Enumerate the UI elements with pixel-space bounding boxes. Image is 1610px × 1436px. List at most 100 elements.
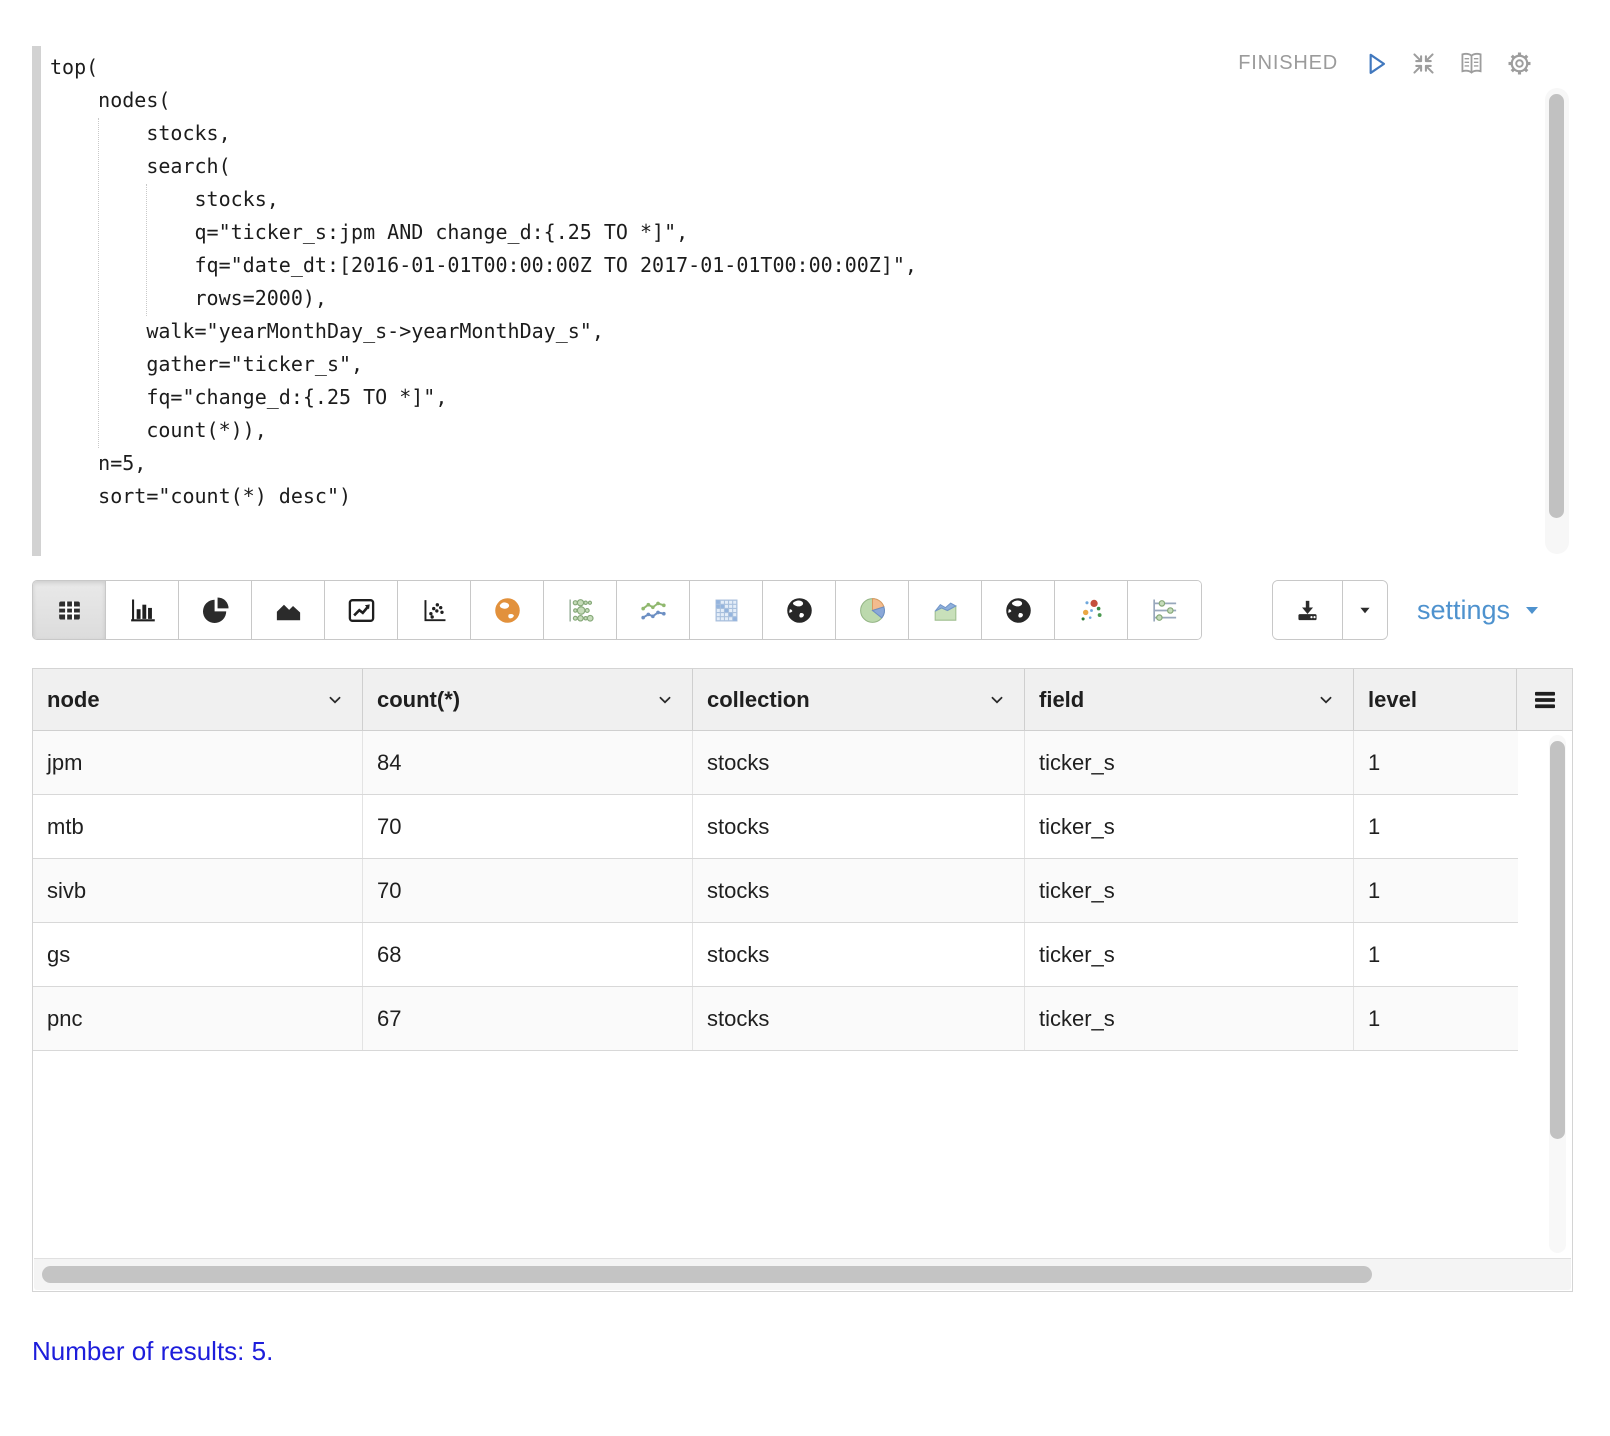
gear-icon[interactable] [1505, 49, 1534, 78]
line-chart-button[interactable] [325, 581, 398, 639]
download-options-button[interactable] [1343, 581, 1387, 639]
globe-orange-icon [494, 597, 520, 623]
scatter-colored-icon [1081, 599, 1102, 620]
results-count-text: Number of results: 5. [32, 1336, 274, 1366]
settings-button[interactable]: settings [1417, 580, 1544, 640]
scatter-colored-button[interactable] [1055, 581, 1128, 639]
show-editor-book-icon[interactable] [1457, 49, 1486, 78]
scatter-chart-button[interactable] [398, 581, 471, 639]
editor-gutter [32, 46, 41, 556]
code-editor[interactable]: top( nodes( stocks, search( stocks, q="t… [32, 46, 1573, 558]
multi-line-chart-icon [640, 601, 666, 619]
pie-colored-icon [859, 597, 885, 623]
area-chart-button[interactable] [252, 581, 325, 639]
cell-field: ticker_s [1025, 987, 1354, 1050]
cell-collection: stocks [693, 923, 1025, 986]
bubble-matrix-button[interactable] [544, 581, 617, 639]
column-header-collection[interactable]: collection [693, 669, 1025, 731]
cell-collection: stocks [693, 859, 1025, 922]
scrollbar-thumb[interactable] [1550, 741, 1565, 1139]
run-icon[interactable] [1361, 49, 1390, 78]
globe-orange-button[interactable] [471, 581, 544, 639]
bar-chart-icon [130, 599, 155, 621]
settings-label: settings [1417, 594, 1511, 625]
scrollbar-thumb[interactable] [42, 1266, 1372, 1283]
scatter-chart-icon [423, 599, 445, 621]
result-table: node count(*) collection field level [32, 668, 1573, 1292]
download-button-group [1272, 580, 1388, 640]
editor-vertical-scrollbar[interactable] [1545, 88, 1569, 554]
matrix-diagonal-button[interactable] [690, 581, 763, 639]
download-button[interactable] [1273, 581, 1343, 639]
column-header-level[interactable]: level [1354, 669, 1517, 731]
chevron-down-icon[interactable] [986, 689, 1008, 711]
cell-collection: stocks [693, 987, 1025, 1050]
cell-field: ticker_s [1025, 795, 1354, 858]
bubble-matrix-icon [568, 598, 594, 622]
cell-level: 1 [1368, 749, 1381, 775]
hamburger-menu-icon [1534, 691, 1555, 708]
column-label: level [1368, 686, 1417, 712]
result-toolbar: settings [32, 580, 1573, 640]
globe-black-icon [1005, 597, 1031, 623]
line-chart-icon [348, 598, 374, 622]
cell-level: 1 [1368, 1005, 1381, 1031]
cell-node: pnc [33, 987, 363, 1050]
multi-line-chart-button[interactable] [617, 581, 690, 639]
indent-guide [98, 118, 99, 448]
table-row: gs 68 stocks ticker_s 1 [33, 923, 1518, 987]
chevron-down-icon[interactable] [654, 689, 676, 711]
collapse-output-icon[interactable] [1409, 49, 1438, 78]
cell-collection: stocks [693, 731, 1025, 794]
code-text[interactable]: top( nodes( stocks, search( stocks, q="t… [50, 55, 917, 508]
column-header-node[interactable]: node [33, 669, 363, 731]
caret-down-icon [1360, 607, 1370, 614]
chevron-down-icon[interactable] [324, 689, 346, 711]
column-label: node [47, 686, 100, 712]
table-header-row: node count(*) collection field level [33, 669, 1572, 731]
pie-colored-button[interactable] [836, 581, 909, 639]
table-chart-button[interactable] [33, 581, 106, 639]
cell-node: gs [33, 923, 363, 986]
paragraph-controls: FINISHED [1238, 46, 1534, 80]
pie-chart-icon [202, 596, 229, 623]
table-menu-button[interactable] [1517, 669, 1572, 731]
column-label: count(*) [377, 686, 461, 712]
cell-count: 70 [363, 795, 693, 858]
globe-black-icon [786, 597, 812, 623]
status-badge: FINISHED [1238, 51, 1338, 74]
stacked-area-icon [934, 602, 957, 621]
table-row: sivb 70 stocks ticker_s 1 [33, 859, 1518, 923]
stacked-area-button[interactable] [909, 581, 982, 639]
cell-count: 67 [363, 987, 693, 1050]
table-horizontal-scrollbar[interactable] [34, 1258, 1571, 1290]
parallel-levels-button[interactable] [1128, 581, 1201, 639]
cell-field: ticker_s [1025, 859, 1354, 922]
matrix-diagonal-icon [715, 599, 737, 621]
cell-node: sivb [33, 859, 363, 922]
indent-guide [146, 184, 147, 316]
bar-chart-button[interactable] [106, 581, 179, 639]
column-label: field [1039, 686, 1085, 712]
cell-field: ticker_s [1025, 731, 1354, 794]
chevron-down-icon[interactable] [1315, 689, 1337, 711]
globe-black-2-button[interactable] [982, 581, 1055, 639]
scrollbar-thumb[interactable] [1549, 94, 1564, 518]
table-row: jpm 84 stocks ticker_s 1 [33, 731, 1518, 795]
caret-down-icon [1526, 607, 1539, 614]
cell-count: 70 [363, 859, 693, 922]
column-header-field[interactable]: field [1025, 669, 1354, 731]
cell-field: ticker_s [1025, 923, 1354, 986]
table-body: jpm 84 stocks ticker_s 1 mtb 70 stocks t… [33, 731, 1572, 1051]
pie-chart-button[interactable] [179, 581, 252, 639]
download-icon [1298, 600, 1317, 620]
table-vertical-scrollbar[interactable] [1549, 735, 1566, 1253]
cell-node: mtb [33, 795, 363, 858]
globe-black-button[interactable] [763, 581, 836, 639]
cell-count: 68 [363, 923, 693, 986]
cell-level: 1 [1368, 877, 1381, 903]
area-chart-icon [276, 604, 300, 620]
column-header-count[interactable]: count(*) [363, 669, 693, 731]
parallel-levels-icon [1153, 599, 1177, 621]
